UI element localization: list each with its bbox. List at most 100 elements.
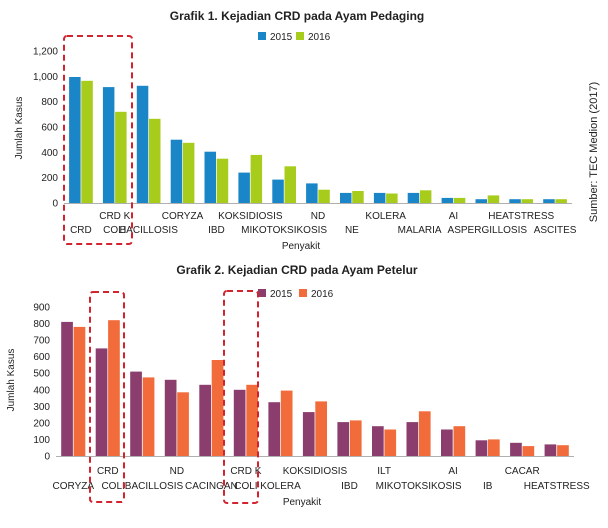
y-tick-label: 300 [33, 402, 50, 413]
category-label: AI [448, 466, 457, 477]
category-label: ASPERGILLOSIS [448, 225, 528, 236]
bar-2015 [102, 87, 115, 203]
bar-2015 [407, 192, 420, 203]
bar-2015 [441, 197, 454, 203]
bar-2016 [211, 360, 224, 456]
bar-2015 [204, 151, 216, 203]
bar-2016 [108, 320, 120, 456]
chart-1-legend-label-2015: 2015 [270, 32, 293, 43]
chart-2-title: Grafik 2. Kejadian CRD pada Ayam Petelur [176, 263, 418, 277]
bar-2016 [349, 420, 362, 456]
bar-2016 [352, 191, 364, 203]
bar-2015 [406, 422, 419, 456]
bar-2016 [73, 326, 86, 456]
bar-2016 [284, 166, 296, 203]
category-label: KOLERA [260, 481, 301, 492]
bar-2016 [177, 392, 189, 456]
bar-2016 [149, 118, 161, 203]
category-label: HEATSTRESS [488, 211, 554, 222]
chart-1-legend-label-2016: 2016 [308, 32, 331, 43]
category-label: CRD K [230, 466, 261, 477]
chart-2-highlight-box-crd [89, 291, 125, 503]
y-tick-label: 100 [33, 435, 50, 446]
chart-1-legend-swatch-2016 [296, 32, 304, 40]
chart-1-highlight-box [63, 35, 133, 245]
category-label: COLI [103, 225, 126, 236]
category-label: CORYZA [53, 481, 95, 492]
chart-2-y-ticks: 0 100 200 300 400 500 600 700 800 900 [33, 303, 50, 463]
chart-2-highlight-box-crd-k-coli [223, 290, 259, 504]
chart-1-x-axis-title: Penyakit [282, 241, 321, 252]
chart-1-y-axis-title: Jumlah Kasus [14, 97, 25, 160]
bar-2015 [373, 192, 386, 203]
category-label: COLI [234, 481, 257, 492]
category-label: BACILLOSIS [120, 225, 179, 236]
chart-1-legend-swatch-2015 [258, 32, 266, 40]
chart-2-legend-label-2016: 2016 [311, 289, 334, 300]
y-tick-label: 0 [52, 199, 58, 210]
bar-2015 [130, 371, 142, 456]
chart-2-legend: 2015 2016 [258, 289, 334, 300]
bar-2015 [95, 348, 108, 456]
category-label: IB [483, 481, 493, 492]
bar-2015 [475, 199, 487, 203]
y-tick-label: 200 [41, 173, 58, 184]
chart-2-legend-swatch-2016 [299, 289, 307, 297]
category-label: KOKSIDIOSIS [283, 466, 348, 477]
bar-2016 [250, 154, 263, 203]
bar-2015 [164, 379, 177, 456]
category-label: CORYZA [162, 211, 204, 222]
chart-2-layer: Grafik 2. Kejadian CRD pada Ayam Petelur… [6, 263, 590, 508]
bar-2015 [509, 199, 521, 203]
chart-2-x-axis-title: Penyakit [283, 497, 322, 508]
y-tick-label: 1,200 [33, 47, 58, 58]
bar-2015 [238, 172, 250, 203]
bar-2015 [340, 192, 352, 203]
bar-2016 [384, 429, 397, 456]
category-label: AI [449, 211, 458, 222]
y-tick-label: 400 [41, 148, 58, 159]
category-label: MIKOTOKSIKOSIS [241, 225, 327, 236]
bar-2015 [268, 402, 281, 456]
chart-2-y-axis-title: Jumlah Kasus [6, 349, 17, 412]
chart-1-title: Grafik 1. Kejadian CRD pada Ayam Pedagin… [170, 9, 425, 23]
category-label: ND [311, 211, 325, 222]
bar-2015 [272, 179, 284, 203]
chart-1-category-labels: CRD K CORYZA KOKSIDIOSIS ND KOLERA AI HEATSTRE… [70, 211, 577, 236]
bar-2016 [182, 142, 195, 203]
category-label: ND [170, 466, 184, 477]
bar-2016 [280, 390, 293, 456]
bar-2015 [233, 389, 246, 456]
category-label: COLIBACILLOSIS [101, 481, 183, 492]
bar-2015 [543, 199, 555, 203]
y-tick-label: 600 [41, 123, 58, 134]
bar-2015 [306, 183, 318, 203]
chart-2-legend-swatch-2015 [258, 289, 266, 297]
category-label: IBD [208, 225, 225, 236]
bar-2015 [69, 77, 81, 203]
category-label: NE [345, 225, 359, 236]
chart-2-legend-label-2015: 2015 [270, 289, 293, 300]
y-tick-label: 0 [44, 452, 50, 463]
bar-2016 [522, 446, 535, 456]
chart-1-legend: 2015 2016 [258, 32, 331, 43]
chart-2-category-labels: CRD ND CRD K KOKSIDIOSIS ILT AI CACAR CORYZA COL… [53, 466, 590, 492]
bar-2015 [441, 429, 453, 456]
bar-2016 [318, 189, 330, 203]
category-label: CACINGAN [185, 481, 238, 492]
category-label: KOLERA [365, 211, 406, 222]
bar-2015 [475, 440, 488, 456]
y-tick-label: 800 [41, 97, 58, 108]
category-label: CRD [70, 225, 92, 236]
bar-2015 [136, 85, 149, 203]
category-label: MIKOTOKSIKOSIS [376, 481, 462, 492]
category-label: ASCITES [534, 225, 577, 236]
bar-2015 [61, 321, 73, 456]
bar-2015 [199, 384, 211, 456]
bar-2016 [216, 158, 229, 203]
chart-1-broiler: Grafik 1. Kejadian CRD pada Ayam Pedagin… [14, 9, 577, 252]
category-label: ILT [377, 466, 391, 477]
bar-2015 [544, 444, 557, 456]
category-label: CRD [97, 466, 119, 477]
